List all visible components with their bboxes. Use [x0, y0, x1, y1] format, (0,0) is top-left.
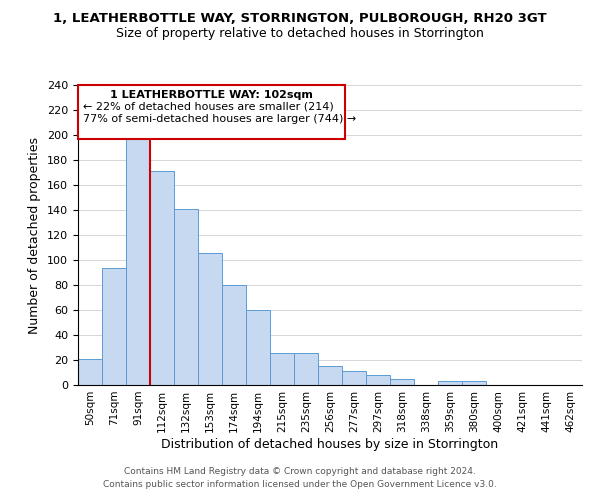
Bar: [150, 171, 174, 385]
Bar: [174, 209, 198, 385]
Bar: [270, 352, 294, 385]
Text: ← 22% of detached houses are smaller (214): ← 22% of detached houses are smaller (21…: [83, 102, 334, 112]
Bar: [222, 285, 246, 385]
Text: 1, LEATHERBOTTLE WAY, STORRINGTON, PULBOROUGH, RH20 3GT: 1, LEATHERBOTTLE WAY, STORRINGTON, PULBO…: [53, 12, 547, 26]
Bar: [318, 366, 342, 385]
Text: 77% of semi-detached houses are larger (744) →: 77% of semi-detached houses are larger (…: [83, 114, 356, 124]
Text: 1 LEATHERBOTTLE WAY: 102sqm: 1 LEATHERBOTTLE WAY: 102sqm: [110, 90, 313, 100]
Bar: [126, 135, 150, 385]
Bar: [342, 371, 366, 385]
Bar: [198, 252, 222, 385]
Y-axis label: Number of detached properties: Number of detached properties: [28, 136, 41, 334]
Bar: [246, 310, 270, 385]
Text: Contains public sector information licensed under the Open Government Licence v3: Contains public sector information licen…: [103, 480, 497, 489]
Bar: [438, 381, 462, 385]
Bar: [390, 379, 414, 385]
Bar: [78, 359, 102, 385]
FancyBboxPatch shape: [78, 85, 345, 139]
Bar: [462, 381, 486, 385]
Bar: [294, 352, 318, 385]
Bar: [366, 375, 390, 385]
Text: Contains HM Land Registry data © Crown copyright and database right 2024.: Contains HM Land Registry data © Crown c…: [124, 467, 476, 476]
X-axis label: Distribution of detached houses by size in Storrington: Distribution of detached houses by size …: [161, 438, 499, 450]
Bar: [102, 268, 126, 385]
Text: Size of property relative to detached houses in Storrington: Size of property relative to detached ho…: [116, 28, 484, 40]
